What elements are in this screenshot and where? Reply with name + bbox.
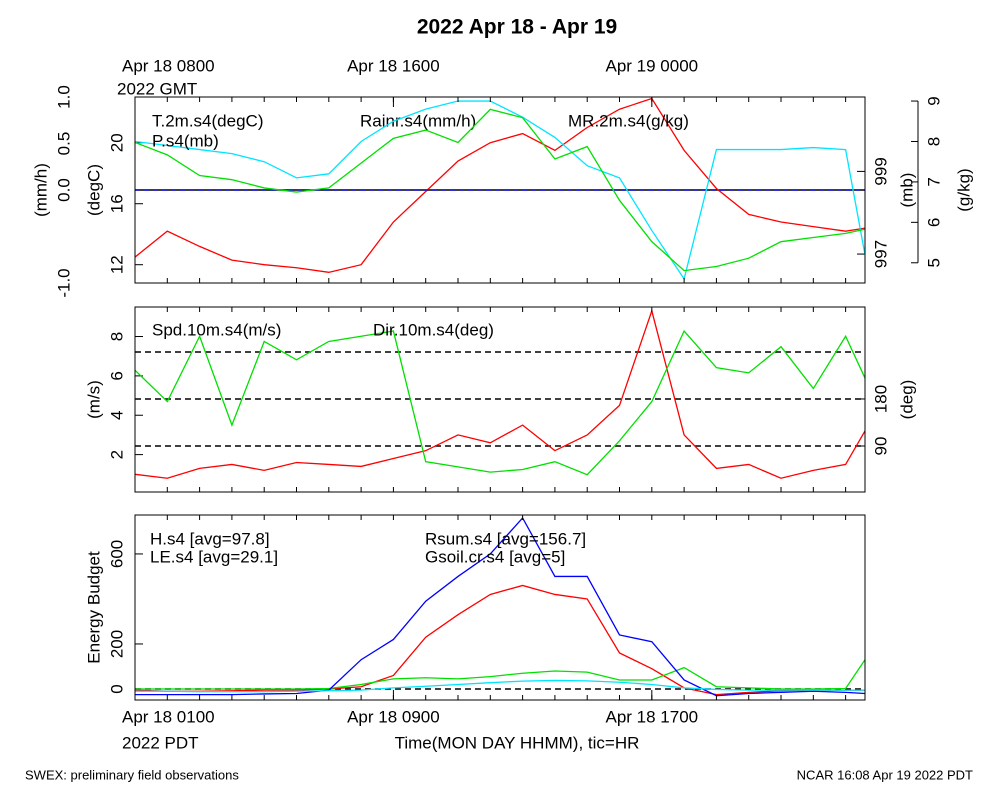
legend-entry: LE.s4 [avg=29.1] <box>150 547 278 566</box>
footer-right: NCAR 16:08 Apr 19 2022 PDT <box>797 767 973 782</box>
series-line <box>135 108 865 272</box>
y-tick-label: 20 <box>107 133 126 152</box>
y-tick-label: 2 <box>107 450 126 459</box>
y-axis-title: (deg) <box>897 380 916 420</box>
y-axis-title: Energy Budget <box>84 551 103 664</box>
y-tick-label: 0 <box>107 684 126 693</box>
x-tick-label: Apr 18 0900 <box>347 707 440 726</box>
series-line <box>135 659 865 690</box>
y-tick-label: 5 <box>924 258 943 267</box>
x-tick-label: Apr 19 0000 <box>605 56 698 75</box>
legend-entry: Dir.10m.s4(deg) <box>373 320 494 339</box>
legend-entry: Rsum.s4 [avg=156.7] <box>425 529 586 548</box>
y-tick-label: 997 <box>871 240 890 268</box>
y-tick-label: 7 <box>924 177 943 186</box>
series-line <box>135 100 865 281</box>
y-axis-title: (mm/h) <box>31 163 50 217</box>
x-tick-label: Apr 18 0100 <box>122 707 215 726</box>
x-tick-label: Apr 18 0800 <box>122 56 215 75</box>
series-line <box>135 679 865 693</box>
footer-left: SWEX: preliminary field observations <box>25 767 239 782</box>
legend-entry: Rainr.s4(mm/h) <box>360 111 476 130</box>
x-tick-label: Apr 18 1600 <box>347 56 440 75</box>
y-tick-label: 8 <box>924 137 943 146</box>
y-tick-label: 200 <box>107 630 126 658</box>
y-tick-label: 180 <box>871 385 890 413</box>
y-axis-title: (degC) <box>84 164 103 216</box>
x-axis-title: Time(MON DAY HHMM), tic=HR <box>395 733 640 752</box>
y-tick-label: 16 <box>107 194 126 213</box>
x-axis-sublabel: 2022 PDT <box>122 733 199 752</box>
series-line <box>135 516 865 697</box>
legend-entry: Gsoil.cr.s4 [avg=5] <box>425 547 565 566</box>
y-axis-title: (g/kg) <box>954 168 973 211</box>
series-line <box>135 308 865 479</box>
x-axis-sublabel: 2022 GMT <box>117 79 197 98</box>
y-axis-title: (mb) <box>897 173 916 208</box>
series-line <box>135 329 865 476</box>
y-tick-label: 8 <box>107 332 126 341</box>
y-tick-label: -1.0 <box>54 268 73 297</box>
y-tick-label: 999 <box>871 157 890 185</box>
legend-entry: P.s4(mb) <box>152 131 219 150</box>
legend-entry: H.s4 [avg=97.8] <box>150 529 270 548</box>
series-line <box>135 97 865 273</box>
legend-entry: T.2m.s4(degC) <box>152 111 263 130</box>
chart-title: 2022 Apr 18 - Apr 19 <box>417 16 617 39</box>
plot-frame <box>134 306 866 493</box>
x-tick-label: Apr 18 1700 <box>605 707 698 726</box>
y-tick-label: 4 <box>107 411 126 420</box>
y-tick-label: 90 <box>871 437 890 456</box>
y-tick-label: 9 <box>924 96 943 105</box>
y-tick-label: 1.0 <box>54 85 73 109</box>
y-tick-label: 600 <box>107 540 126 568</box>
y-tick-label: 0.0 <box>54 178 73 202</box>
legend-entry: MR.2m.s4(g/kg) <box>568 111 689 130</box>
y-tick-label: 6 <box>107 371 126 380</box>
y-axis-title: (m/s) <box>84 380 103 419</box>
plot-frame <box>134 514 866 701</box>
y-tick-label: 6 <box>924 218 943 227</box>
legend-entry: Spd.10m.s4(m/s) <box>152 320 281 339</box>
series-line <box>135 584 865 696</box>
y-tick-label: 0.5 <box>54 132 73 156</box>
plot-frame <box>134 96 866 284</box>
y-tick-label: 12 <box>107 255 126 274</box>
